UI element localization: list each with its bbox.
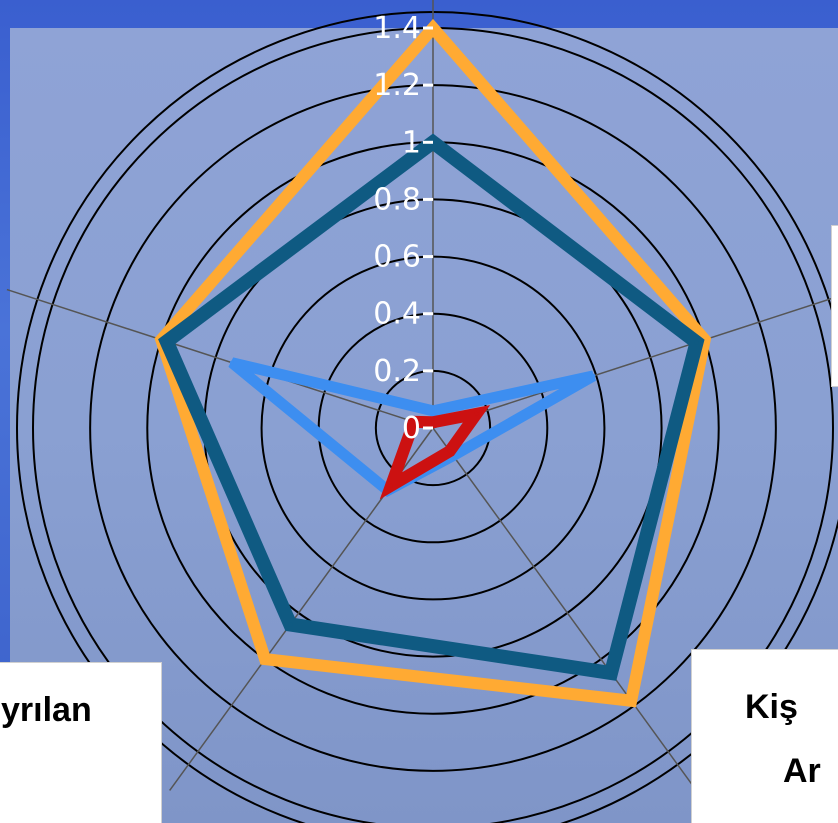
tick-label-4: 0.8 [373,182,421,217]
series-2-point-1 [591,373,596,378]
series-1-point-2 [609,671,614,676]
axis-label-left: yrılan [0,662,162,823]
axis-label-bottom-right-line2: Ar [783,752,821,790]
tick-label-6: 1.2 [373,68,421,103]
tick-label-1: 0.2 [373,354,421,389]
series-layer [154,18,712,708]
series-3-point-4 [411,419,416,424]
series-3-point-0 [431,420,435,425]
series-1-point-3 [288,622,293,627]
axis-line-1 [432,295,838,429]
axis-label-bottom-right-line1: Kiş [745,688,798,726]
tick-label-5: 1 [402,125,421,160]
series-0-line [154,18,712,708]
tick-label-7: 1.4 [373,11,421,46]
series-1-point-4 [164,339,169,344]
axis-lines [6,0,838,791]
series-3-point-1 [474,411,479,416]
axis-label-right [831,225,838,387]
axis-label-bottom-right: Kiş Ar [691,649,838,823]
series-3-line [379,405,491,500]
tick-label-2: 0.4 [373,297,421,332]
series-2-point-0 [431,408,435,413]
series-0-point-3 [263,657,268,662]
series-1-line [158,133,705,681]
axis-line-2 [432,427,697,791]
series-1-point-1 [694,340,699,345]
axis-line-4 [6,288,434,429]
tick-label-3: 0.6 [373,240,421,275]
tick-labels: 0 0.2 0.4 0.6 0.8 1 1.2 1.4 [373,11,433,446]
tick-label-0: 0 [402,411,421,446]
series-2-point-4 [229,360,234,365]
series-0-point-2 [629,698,634,703]
axis-label-left-text: yrılan [1,691,92,729]
series-3-point-2 [447,449,452,454]
series-3-point-3 [389,483,394,488]
